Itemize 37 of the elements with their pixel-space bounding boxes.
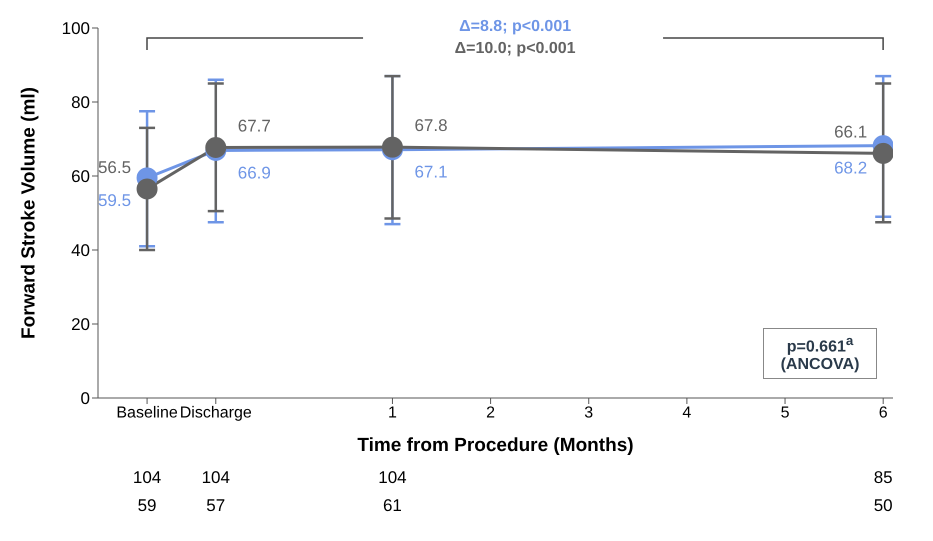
data-label: 67.1 — [414, 162, 448, 182]
x-tick-label: Baseline — [116, 404, 178, 422]
x-tick-label: 3 — [584, 404, 594, 422]
annotation: Δ=8.8; p<0.001 — [458, 18, 572, 36]
x-tick-label: 4 — [682, 404, 692, 422]
annotation: p=0.661$^{a}$ (ANCOVA) — [763, 328, 877, 380]
data-label: 68.2 — [834, 158, 868, 178]
text: 61 — [382, 496, 403, 516]
text: 104 — [377, 468, 408, 488]
x-tick-label: Discharge — [180, 404, 252, 422]
x-tick-label: 2 — [486, 404, 496, 422]
data-label: 66.1 — [834, 122, 868, 142]
text: 104 — [200, 468, 231, 488]
data-label: 56.5 — [98, 158, 132, 177]
x-tick-label: 6 — [878, 404, 888, 422]
data-label: 59.5 — [98, 190, 132, 210]
point — [136, 178, 158, 200]
point — [872, 142, 893, 164]
text: 57 — [205, 496, 226, 516]
y-tick-label: 20 — [71, 315, 90, 334]
y-tick-label: 100 — [62, 19, 90, 38]
y-tick-label: 80 — [71, 93, 90, 112]
text: 59 — [136, 496, 158, 516]
x-axis-title: Time from Procedure (Months) — [357, 435, 634, 456]
annotation: Δ=10.0; p<0.001 — [454, 40, 577, 58]
text: 85 — [872, 468, 894, 488]
data-label: 67.8 — [414, 116, 448, 136]
x-tick-label: 1 — [388, 404, 397, 422]
text: 104 — [132, 468, 162, 488]
y-tick-label: 60 — [71, 167, 90, 186]
y-axis-title: Forward Stroke Volume (ml) — [18, 87, 40, 339]
data-label: 67.7 — [238, 116, 271, 136]
text: 50 — [872, 496, 894, 516]
data-label: 66.9 — [238, 163, 271, 182]
y-tick-label: 0 — [80, 389, 90, 408]
y-tick-label: 40 — [71, 241, 90, 260]
x-tick-label: 5 — [780, 404, 790, 422]
